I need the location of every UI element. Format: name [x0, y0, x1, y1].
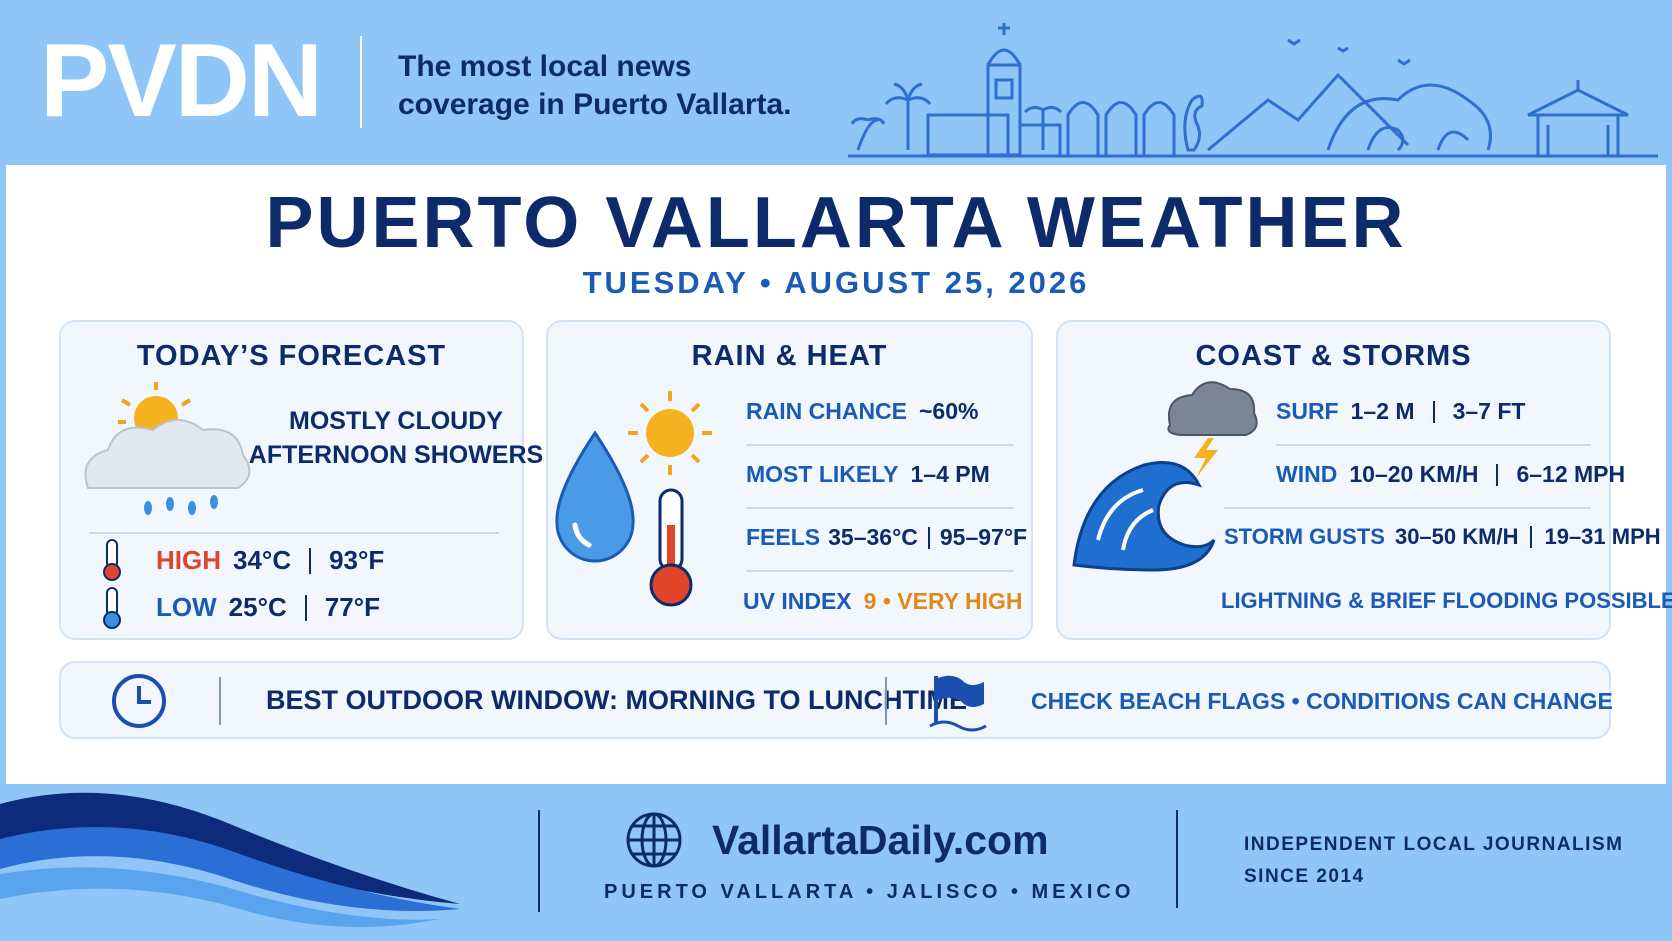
divider	[538, 810, 540, 912]
beach-note: CHECK BEACH FLAGS • CONDITIONS CAN CHANG…	[1031, 688, 1613, 714]
divider	[89, 532, 499, 534]
value: 19–31 MPH	[1544, 524, 1661, 549]
title: PUERTO VALLARTA WEATHER	[265, 183, 1407, 263]
divider	[219, 677, 221, 725]
forecast-card: TODAY’S FORECAST MOSTLY CLOUDY AFTERNOON…	[59, 320, 543, 640]
gusts-row: STORM GUSTS 30–50 KM/H 19–31 MPH	[1224, 524, 1661, 550]
wind-row: WIND 10–20 KM/H 6–12 MPH	[1276, 461, 1625, 488]
rain-row: RAIN CHANCE ~60%	[746, 398, 978, 425]
date: TUESDAY • AUGUST 25, 2026	[582, 265, 1090, 300]
low-f: 77°F	[324, 592, 380, 622]
card-title: COAST & STORMS	[1195, 340, 1472, 372]
storm-wave-icons	[1072, 381, 1258, 572]
label: SURF	[1276, 398, 1339, 424]
divider	[360, 36, 362, 128]
card-title: RAIN & HEAT	[691, 340, 888, 372]
thermometer-icons	[103, 539, 121, 629]
footer-tagline: INDEPENDENT LOCAL JOURNALISM SINCE 2014	[1244, 829, 1623, 893]
separator	[927, 526, 930, 549]
divider	[746, 570, 1014, 572]
note: LIGHTNING & BRIEF FLOODING POSSIBLE	[1221, 588, 1672, 613]
divider	[1176, 810, 1178, 908]
low-label: LOW	[156, 592, 217, 622]
separator	[1432, 400, 1435, 423]
value: 9 • VERY HIGH	[863, 588, 1023, 614]
separator	[304, 594, 307, 621]
tagline-line: SINCE 2014	[1244, 866, 1365, 887]
label: WIND	[1276, 461, 1338, 487]
site: VallartaDaily.com	[712, 817, 1049, 863]
value: 95–97°F	[939, 524, 1028, 550]
rain-heat-card: RAIN & HEAT RAIN CHANCE ~60% MOST LIKELY…	[546, 320, 1033, 640]
flag-icon	[929, 675, 987, 732]
label: RAIN CHANCE	[746, 398, 907, 424]
footer-waves	[0, 792, 460, 927]
value: 10–20 KM/H	[1349, 461, 1479, 487]
tagline-line: INDEPENDENT LOCAL JOURNALISM	[1244, 834, 1624, 855]
likely-row: MOST LIKELY 1–4 PM	[746, 461, 990, 488]
rain-heat-icons	[555, 391, 712, 607]
label: FEELS	[746, 524, 821, 550]
divider	[885, 677, 887, 725]
separator	[309, 547, 312, 574]
low-c: 25°C	[228, 592, 287, 622]
logo: PVDN	[40, 23, 323, 139]
tagline-line: coverage in Puerto Vallarta.	[398, 88, 792, 121]
high-label: HIGH	[156, 545, 221, 575]
condition: MOSTLY CLOUDY	[289, 407, 503, 435]
label: MOST LIKELY	[746, 461, 899, 487]
label: UV INDEX	[743, 588, 852, 614]
uv-row: UV INDEX 9 • VERY HIGH	[743, 588, 1023, 615]
separator	[1496, 463, 1499, 486]
high-row: HIGH 34°C 93°F	[156, 545, 384, 576]
separator	[1530, 526, 1533, 548]
label: STORM GUSTS	[1224, 524, 1385, 549]
outdoor-window: BEST OUTDOOR WINDOW: MORNING TO LUNCHTIM…	[266, 685, 967, 715]
value: 3–7 FT	[1452, 398, 1526, 424]
cloud-sun-icon	[84, 382, 251, 515]
tagline-line: The most local news	[398, 50, 692, 83]
conditions: MOSTLY CLOUDY AFTERNOON SHOWERS	[241, 404, 551, 472]
feels-row: FEELS 35–36°C 95–97°F	[746, 524, 1027, 551]
value: 6–12 MPH	[1516, 461, 1626, 487]
globe-icon	[626, 812, 682, 868]
low-row: LOW 25°C 77°F	[156, 592, 380, 623]
value: 1–2 M	[1350, 398, 1415, 424]
high-c: 34°C	[233, 545, 292, 575]
divider	[746, 507, 1014, 509]
value: 1–4 PM	[910, 461, 990, 487]
divider	[1224, 507, 1591, 509]
card-title: TODAY’S FORECAST	[136, 340, 447, 372]
divider	[1276, 444, 1591, 446]
surf-row: SURF 1–2 M 3–7 FT	[1276, 398, 1525, 425]
value: 30–50 KM/H	[1394, 524, 1519, 549]
skyline	[848, 23, 1658, 158]
condition: AFTERNOON SHOWERS	[248, 441, 544, 469]
tips-banner: BEST OUTDOOR WINDOW: MORNING TO LUNCHTIM…	[59, 661, 1613, 739]
location: PUERTO VALLARTA • JALISCO • MEXICO	[604, 881, 1135, 903]
high-f: 93°F	[329, 545, 385, 575]
clock-icon	[112, 674, 166, 728]
value: 35–36°C	[828, 524, 918, 550]
divider	[746, 444, 1014, 446]
value: ~60%	[919, 398, 979, 424]
tagline: The most local news coverage in Puerto V…	[398, 48, 792, 124]
